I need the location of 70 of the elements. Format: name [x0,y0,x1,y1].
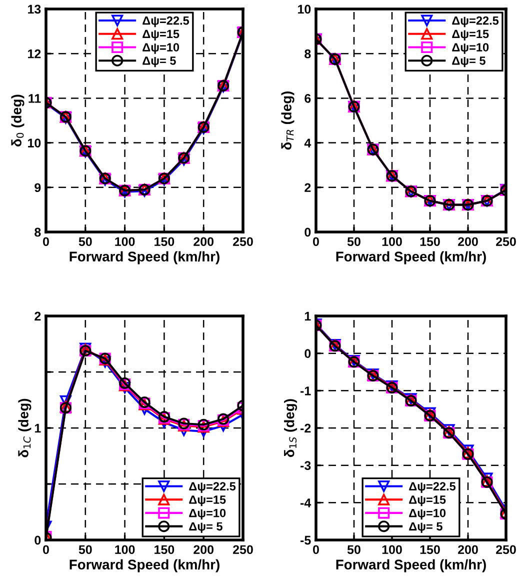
x-axis-title: Forward Speed (km/hr) [336,559,486,572]
x-axis-title: Forward Speed (km/hr) [70,559,220,572]
x-tick-label: 100 [115,545,135,554]
legend-label: Δψ= 5 [409,522,442,533]
y-axis-title: δ$_{TR}$ (deg) [281,91,294,150]
y-tick-label: 4 [304,138,312,148]
x-tick-label: 150 [154,237,174,246]
y-tick-label: -2 [300,424,311,433]
legend-label: Δψ=10 [409,508,446,520]
x-tick-label: 150 [420,237,440,246]
legend-label: Δψ=22.5 [452,16,499,28]
x-tick-label: 250 [233,237,253,246]
legend-label: Δψ=22.5 [142,16,190,28]
y-tick-label: 1 [34,424,41,433]
x-tick-label: 100 [115,237,135,246]
y-tick-label: 1 [304,312,311,321]
legend-label: Δψ=22.5 [189,482,236,493]
y-tick-label: 13 [28,4,41,14]
x-tick-label: 50 [78,237,92,246]
y-tick-label: -4 [300,498,312,508]
y-tick-label: 2 [304,183,311,192]
x-tick-label: 50 [347,545,360,554]
x-tick-label: 0 [43,237,49,246]
y-tick-label: 11 [28,94,41,103]
x-tick-label: 150 [420,545,440,554]
x-tick-label: 200 [458,545,478,554]
x-tick-label: 0 [313,545,319,554]
y-tick-label: 0 [304,228,311,237]
y-axis-title: δ$_{1S}$ (deg) [284,399,298,457]
x-tick-label: 250 [233,545,253,554]
legend-label: Δψ=10 [452,43,489,54]
y-tick-label: 0 [34,536,41,545]
y-tick-label: -1 [300,386,311,396]
y-tick-label: -3 [300,461,311,470]
y-tick-label: -5 [300,536,311,545]
x-tick-label: 100 [382,237,402,246]
x-tick-label: 250 [496,545,516,554]
y-tick-label: 12 [28,49,41,58]
y-tick-label: 9 [34,183,41,192]
legend-label: Δψ=15 [452,30,489,40]
x-tick-label: 0 [43,545,49,554]
y-tick-label: 10 [298,4,311,14]
legend-label: Δψ=15 [142,30,180,40]
x-axis-title: Forward Speed (km/hr) [336,251,486,264]
legend-label: Δψ=10 [142,43,180,54]
x-tick-label: 0 [313,237,319,246]
x-tick-label: 150 [154,545,174,554]
y-tick-label: 0 [304,349,311,358]
y-axis-title: δ$_{0}$ (deg) [11,94,24,146]
legend-label: Δψ=22.5 [409,482,456,493]
legend-label: Δψ= 5 [452,56,486,68]
x-tick-label: 200 [458,237,478,246]
x-tick-label: 200 [194,545,214,554]
y-axis-title: δ$_{1C}$ (deg) [18,398,32,458]
x-tick-label: 50 [347,237,360,246]
y-tick-label: 8 [304,49,311,58]
x-tick-label: 50 [78,545,92,554]
y-tick-label: 2 [34,312,41,321]
x-tick-label: 200 [194,237,214,246]
legend-label: Δψ=15 [409,496,446,506]
x-tick-label: 100 [382,545,402,554]
legend-label: Δψ=10 [189,508,226,520]
legend-label: Δψ=15 [189,496,226,506]
y-tick-label: 6 [304,94,311,103]
x-axis-title: Forward Speed (km/hr) [70,251,220,264]
legend-label: Δψ= 5 [142,56,176,68]
x-tick-label: 250 [496,237,516,246]
y-tick-label: 10 [28,138,41,148]
y-tick-label: 8 [34,228,41,237]
legend-label: Δψ= 5 [189,522,222,533]
